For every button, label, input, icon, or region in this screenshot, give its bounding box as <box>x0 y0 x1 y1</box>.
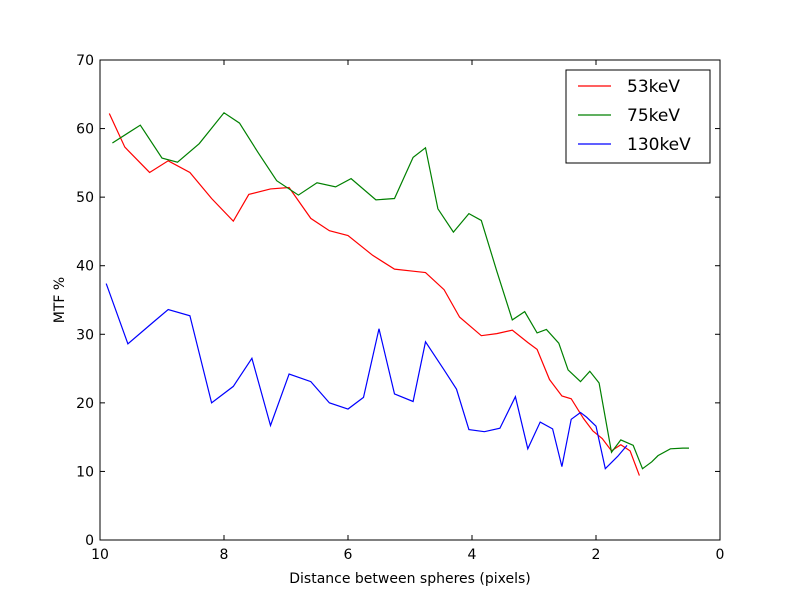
series-line-130keV <box>105 283 628 470</box>
y-tick-label: 60 <box>76 122 94 138</box>
y-tick-label: 70 <box>76 53 94 69</box>
y-axis-label: MTF % <box>52 277 68 323</box>
y-tick-label: 10 <box>76 464 94 480</box>
series-layer <box>105 111 689 476</box>
x-tick-label: 2 <box>592 547 601 563</box>
series-line-75keV <box>112 111 689 470</box>
x-axis-label: Distance between spheres (pixels) <box>289 571 530 587</box>
legend-label-130keV: 130keV <box>627 135 691 155</box>
x-tick-label: 4 <box>468 547 477 563</box>
plot-area-frame <box>99 59 721 541</box>
x-tick-label: 8 <box>220 547 229 563</box>
y-tick-label: 50 <box>76 190 94 206</box>
x-tick-label: 10 <box>91 547 109 563</box>
x-tick-label: 6 <box>344 547 353 563</box>
y-tick-label: 0 <box>85 533 94 549</box>
series-line-53keV <box>108 113 640 476</box>
x-tick-label: 0 <box>716 547 725 563</box>
y-tick-label: 20 <box>76 396 94 412</box>
legend-label-75keV: 75keV <box>627 106 680 126</box>
legend-label-53keV: 53keV <box>627 77 680 97</box>
y-tick-label: 40 <box>76 259 94 275</box>
legend: 53keV 75keV 130keV <box>565 69 711 164</box>
y-tick-label: 30 <box>76 327 94 343</box>
